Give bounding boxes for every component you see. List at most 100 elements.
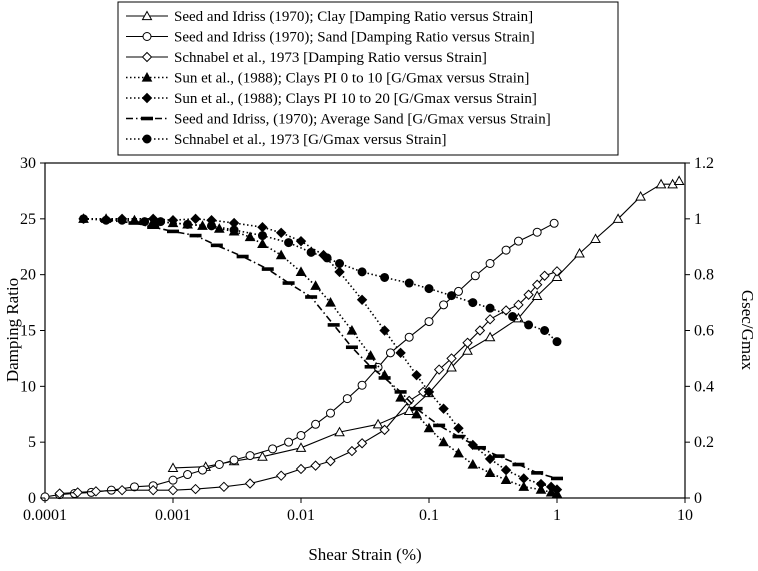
data-point — [518, 473, 529, 484]
data-point — [513, 236, 523, 246]
data-point — [229, 455, 239, 465]
data-point — [467, 458, 479, 469]
data-point — [356, 438, 368, 449]
data-point — [190, 213, 201, 225]
data-point — [295, 235, 307, 247]
legend-label: Seed and Idriss, (1970); Average Sand [G… — [174, 112, 551, 128]
legend: Seed and Idriss (1970); Clay [Damping Ra… — [126, 9, 551, 148]
data-point — [438, 436, 449, 447]
x-axis-label: Shear Strain (%) — [308, 545, 421, 564]
data-point — [539, 270, 550, 281]
data-point — [257, 222, 268, 233]
data-point — [295, 463, 307, 475]
data-point — [485, 259, 495, 268]
legend-item: Seed and Idriss (1970); Clay [Damping Ra… — [126, 9, 533, 25]
legend-marker — [141, 10, 153, 21]
data-point — [385, 348, 395, 358]
data-point — [423, 386, 435, 398]
y2-tick-label: 0 — [694, 490, 702, 507]
data-point — [446, 361, 457, 372]
data-point — [551, 266, 563, 277]
data-point — [342, 394, 352, 404]
data-point — [372, 418, 384, 429]
data-point — [140, 217, 150, 227]
data-point — [306, 247, 316, 257]
data-point — [295, 266, 307, 276]
data-point — [549, 218, 559, 228]
data-point — [268, 444, 278, 454]
data-point — [500, 464, 512, 476]
data-point — [197, 465, 207, 475]
data-point — [261, 267, 274, 271]
data-point — [183, 219, 193, 229]
data-point — [433, 364, 445, 375]
data-point — [275, 249, 287, 260]
legend-marker — [141, 92, 153, 104]
legend-item: Schnabel et al., 1973 [Damping Ratio ver… — [126, 50, 487, 66]
data-point — [379, 325, 390, 336]
data-point — [54, 488, 65, 499]
data-point — [380, 272, 390, 282]
series-line — [106, 219, 558, 480]
legend-marker — [141, 116, 153, 121]
data-point — [214, 460, 224, 469]
series-7 — [79, 214, 562, 347]
legend-item: Schnabel et al., 1973 [G/Gmax versus Str… — [126, 132, 446, 148]
data-point — [334, 426, 345, 437]
data-point — [535, 478, 547, 490]
data-point — [284, 437, 294, 447]
y2-tick-label: 0.8 — [694, 267, 714, 284]
data-point — [311, 419, 321, 429]
data-point — [508, 312, 518, 322]
data-point — [395, 347, 406, 359]
y-tick-label: 30 — [20, 155, 36, 172]
data-point — [655, 178, 667, 189]
data-point — [551, 476, 563, 481]
legend-item: Seed and Idriss, (1970); Average Sand [G… — [126, 112, 551, 128]
data-point — [284, 238, 294, 248]
legend-label: Schnabel et al., 1973 [G/Gmax versus Str… — [174, 132, 446, 148]
data-point — [101, 215, 111, 225]
data-point — [275, 227, 287, 238]
y-tick-label: 5 — [28, 434, 36, 451]
y2-axis-label: Gsec/Gmax — [738, 290, 757, 371]
data-point — [167, 215, 179, 226]
data-point — [322, 253, 332, 263]
data-point — [156, 217, 166, 227]
data-point — [147, 484, 159, 496]
data-point — [462, 345, 473, 355]
data-point — [325, 455, 336, 467]
data-point — [439, 300, 449, 310]
legend-marker — [141, 51, 153, 63]
x-tick-label: 0.1 — [419, 507, 439, 524]
legend-label: Sun et al., (1988); Clays PI 0 to 10 [G/… — [174, 71, 529, 87]
data-point — [257, 238, 268, 249]
data-point — [551, 484, 563, 495]
x-tick-label: 1 — [553, 507, 561, 524]
data-point — [395, 391, 406, 402]
data-point — [310, 460, 321, 471]
data-point — [552, 337, 562, 347]
y2-tick-label: 1.2 — [694, 155, 714, 172]
data-point — [612, 213, 624, 223]
data-point — [345, 345, 358, 350]
series-line — [59, 270, 558, 495]
data-point — [484, 331, 496, 342]
data-point — [79, 214, 89, 224]
series-6 — [100, 218, 563, 481]
legend-label: Sun et al., (1988); Clays PI 10 to 20 [G… — [174, 91, 537, 107]
y-tick-label: 15 — [20, 323, 36, 340]
data-point — [501, 245, 511, 255]
data-point — [531, 290, 543, 300]
legend-label: Schnabel et al., 1973 [Damping Ratio ver… — [174, 50, 487, 66]
data-point — [673, 175, 685, 185]
data-point — [305, 295, 318, 299]
data-point — [424, 284, 434, 294]
data-point — [446, 353, 457, 364]
data-point — [500, 474, 512, 484]
legend-item: Sun et al., (1988); Clays PI 0 to 10 [G/… — [126, 71, 529, 87]
data-point — [168, 475, 178, 485]
data-point — [433, 423, 446, 428]
legend-label: Seed and Idriss (1970); Sand [Damping Ra… — [174, 30, 535, 46]
data-point — [411, 408, 422, 419]
